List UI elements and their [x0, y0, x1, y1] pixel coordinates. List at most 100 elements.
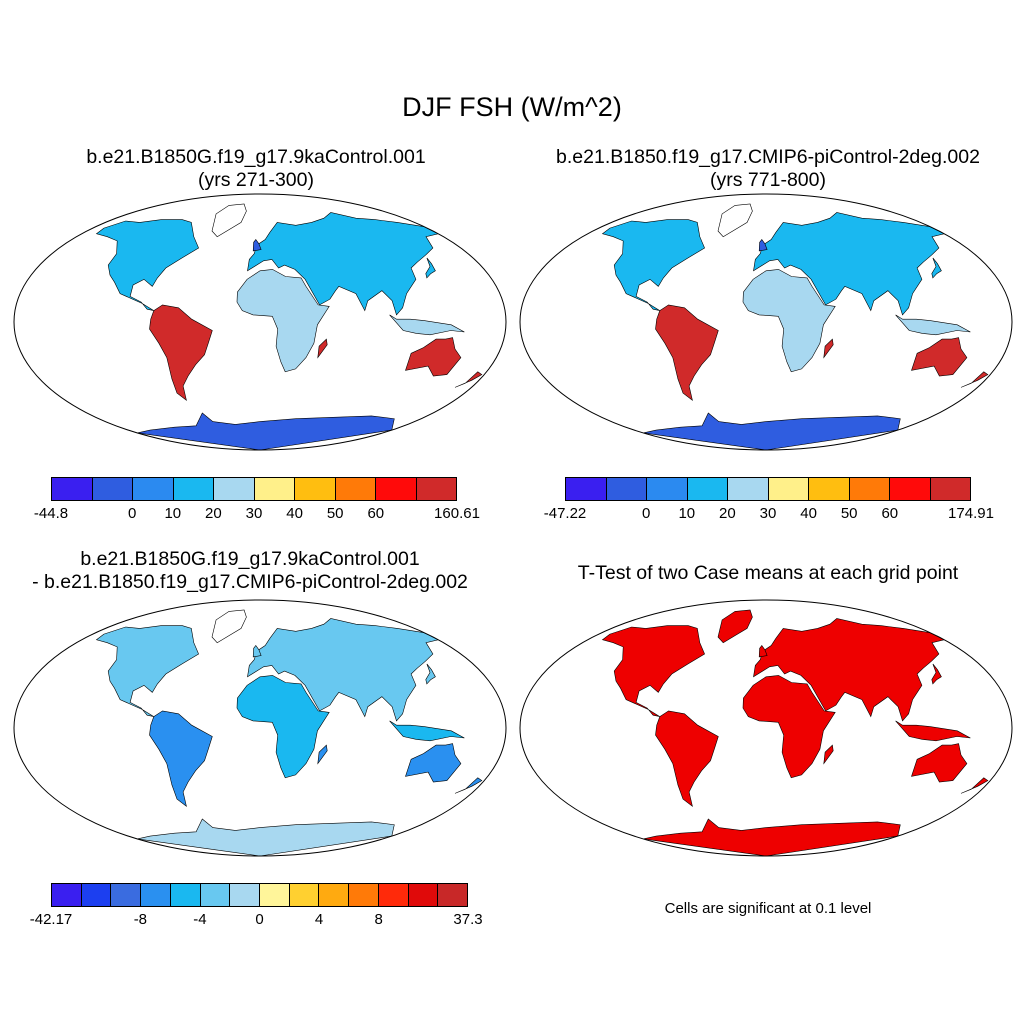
landmass-japan [931, 257, 942, 279]
colorbar-tick-label: 8 [374, 911, 383, 928]
colorbar-swatch [687, 478, 728, 500]
colorbar-tick-label: 160.61 [434, 505, 480, 522]
landmass-eurasia [247, 618, 440, 722]
landmass-southAmerica [655, 304, 719, 401]
map-case2 [519, 193, 1013, 451]
colorbar-tick-label: 10 [164, 505, 182, 522]
landmass-madagascar [823, 338, 834, 359]
landmass-indonesia [895, 314, 971, 336]
panel-years: (yrs 271-300) [198, 169, 314, 191]
colorbar-tick-label: -4 [193, 911, 207, 928]
colorbar-tick-label: 174.91 [948, 505, 994, 522]
landmass-indonesia [895, 720, 971, 742]
landmass-uk [252, 238, 262, 252]
landmass-eurasia [247, 212, 440, 316]
landmass-japan [931, 663, 942, 685]
landmass-africa [742, 269, 836, 373]
landmass-madagascar [823, 744, 834, 765]
landmass-greenland [717, 203, 753, 238]
map-boundary [13, 599, 507, 857]
colorbar-tick-label: -47.22 [543, 505, 587, 522]
landmass-northAmerica [95, 625, 199, 717]
colorbar-case2 [565, 477, 971, 501]
colorbar-case1 [51, 477, 457, 501]
landmass-uk [252, 644, 262, 658]
landmass-newZealand [454, 777, 483, 794]
colorbar-tick-label: 60 [367, 505, 385, 522]
colorbar-swatch [890, 478, 931, 500]
colorbar-swatch [768, 478, 809, 500]
colorbar-swatch [438, 884, 468, 906]
colorbar-swatch [254, 478, 295, 500]
landmass-australia [405, 743, 462, 783]
map-boundary [519, 193, 1013, 451]
landmass-newZealand [454, 371, 483, 388]
map-case1 [13, 193, 507, 451]
colorbar-swatch [92, 478, 133, 500]
colorbar-tick-label: 20 [719, 505, 736, 522]
colorbar-swatch [230, 884, 261, 906]
landmass-uk [758, 644, 768, 658]
colorbar-swatch [214, 478, 255, 500]
colorbar-tick-label: 30 [759, 505, 777, 522]
panel-years: (yrs 771-800) [710, 169, 826, 191]
colorbar-tick-label: 40 [800, 505, 817, 522]
landmass-africa [236, 675, 330, 779]
colorbar-tick-label: 20 [205, 505, 222, 522]
landmass-eurasia [753, 618, 946, 722]
landmass-greenland [717, 609, 753, 644]
landmass-japan [425, 663, 436, 685]
colorbar-swatch [930, 478, 970, 500]
colorbar-swatch [141, 884, 171, 906]
colorbar-tick-label: 60 [881, 505, 899, 522]
panel-title-case2: b.e21.B1850.f19_g17.CMIP6-piControl-2deg… [512, 146, 1024, 192]
panel-title-case1: b.e21.B1850G.f19_g17.9kaControl.001 (yrs… [0, 146, 512, 192]
landmass-southAmerica [655, 710, 719, 807]
colorbar-swatch [349, 884, 379, 906]
landmass-japan [425, 257, 436, 279]
colorbar-tick-label: 4 [314, 911, 324, 928]
map-boundary [13, 193, 507, 451]
colorbar-tick-label: 30 [245, 505, 263, 522]
colorbar-swatch [170, 884, 201, 906]
colorbar-difference [51, 883, 468, 907]
colorbar-swatch [52, 478, 93, 500]
colorbar-tick-label: 10 [678, 505, 696, 522]
colorbar-tick-label: 0 [642, 505, 651, 522]
landmass-antarctica [643, 412, 901, 450]
landmass-africa [236, 269, 330, 373]
landmass-eurasia [753, 212, 946, 316]
colorbar-swatch [260, 884, 290, 906]
landmass-southAmerica [149, 710, 213, 807]
colorbar-tick-label: -8 [133, 911, 148, 928]
colorbar-tick-label: 0 [128, 505, 137, 522]
colorbar-swatch [378, 884, 409, 906]
colorbar-tick-label: 0 [255, 911, 264, 928]
colorbar-swatch [133, 478, 174, 500]
panel-case-name: b.e21.B1850G.f19_g17.9kaControl.001 [86, 146, 426, 168]
landmass-madagascar [317, 744, 328, 765]
landmass-indonesia [389, 314, 465, 336]
colorbar-swatch [809, 478, 850, 500]
landmass-antarctica [137, 412, 395, 450]
colorbar-swatch [289, 884, 320, 906]
colorbar-swatch [295, 478, 336, 500]
landmass-australia [911, 337, 968, 377]
panel-minus-case: - b.e21.B1850.f19_g17.CMIP6-piControl-2d… [32, 571, 468, 593]
colorbar-swatch [566, 478, 607, 500]
colorbar-swatch [408, 884, 439, 906]
colorbar-swatch [376, 478, 417, 500]
colorbar-swatch [335, 478, 376, 500]
landmass-southAmerica [149, 304, 213, 401]
panel-title-difference: b.e21.B1850G.f19_g17.9kaControl.001 - b.… [0, 548, 560, 594]
colorbar-tick-label: 50 [326, 505, 344, 522]
landmass-northAmerica [601, 625, 705, 717]
colorbar-swatch [416, 478, 456, 500]
map-boundary [519, 599, 1013, 857]
colorbar-swatch [200, 884, 231, 906]
colorbar-swatch [173, 478, 214, 500]
landmass-greenland [211, 203, 247, 238]
colorbar-tick-label: 37.3 [453, 911, 483, 928]
colorbar-swatch [319, 884, 350, 906]
colorbar-swatch [111, 884, 142, 906]
